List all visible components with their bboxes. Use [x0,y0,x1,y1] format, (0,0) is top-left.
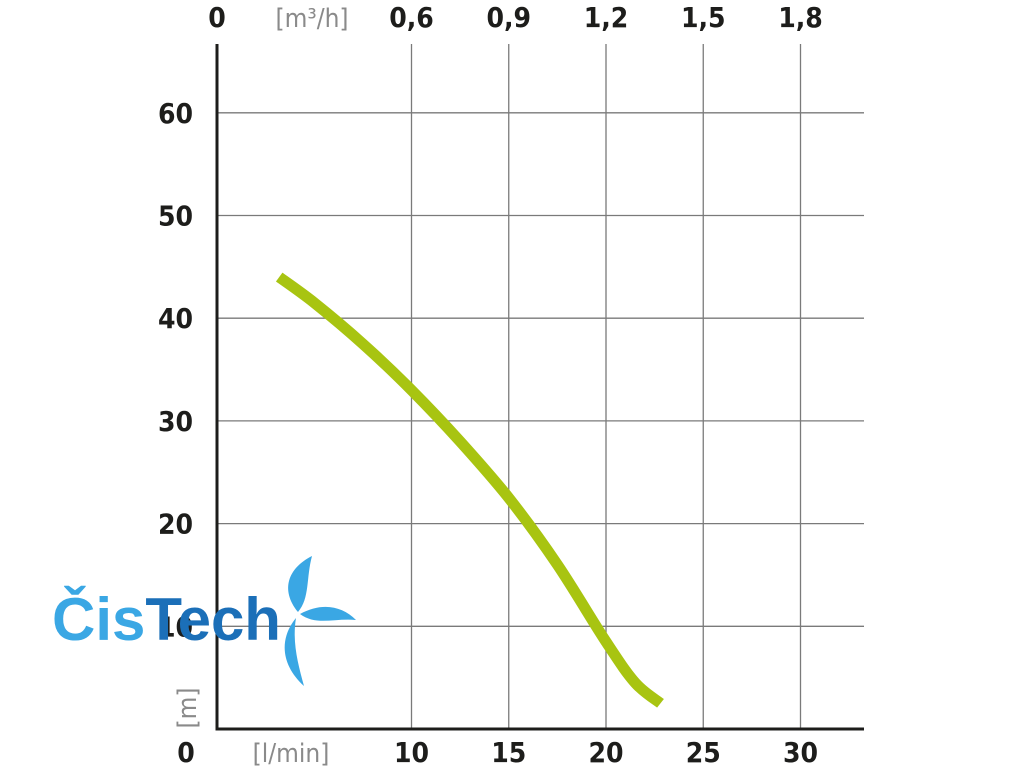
y-tick-label: 50 [158,200,193,233]
x-top-unit-label: [m³/h] [275,4,348,34]
performance-curve [275,272,664,708]
x-bottom-tick-label: 0 [177,736,195,768]
axes [215,44,864,731]
x-bottom-tick-label: 25 [686,736,721,768]
y-tick-label: 60 [158,97,193,130]
y-tick-label: 20 [158,508,193,541]
x-top-tick-label: 1,2 [584,1,629,34]
x-top-tick-label: 0 [208,1,226,34]
y-tick-label: 30 [158,405,193,438]
x-top-tick-label: 1,8 [778,1,823,34]
logo-wordmark: ČisTech [52,586,281,653]
x-top-tick-label: 0,6 [389,1,434,34]
logo-text-part2: Tech [145,586,281,653]
x-bottom-tick-label: 10 [394,736,429,768]
x-top-tick-label: 0,9 [486,1,531,34]
logo-text-part1: Čis [52,586,145,653]
y-unit-label: [m] [173,687,203,728]
x-bottom-tick-label: 20 [588,736,623,768]
y-tick-label: 40 [158,302,193,335]
y-tick-label: 10 [158,610,193,643]
x-bottom-tick-label: 30 [783,736,818,768]
tick-labels: 10 20 30 40 50 60 0 10 15 20 25 30 0 0,6 0,9 1,2 1,5 1,8 [158,1,823,768]
fan-logo-icon [284,556,356,686]
x-top-tick-label: 1,5 [681,1,726,34]
series-layer [275,272,664,708]
cistech-logo: ČisTech [52,556,356,686]
grid [217,44,864,729]
x-bottom-tick-label: 15 [491,736,526,768]
x-bottom-unit-label: [l/min] [253,739,330,768]
